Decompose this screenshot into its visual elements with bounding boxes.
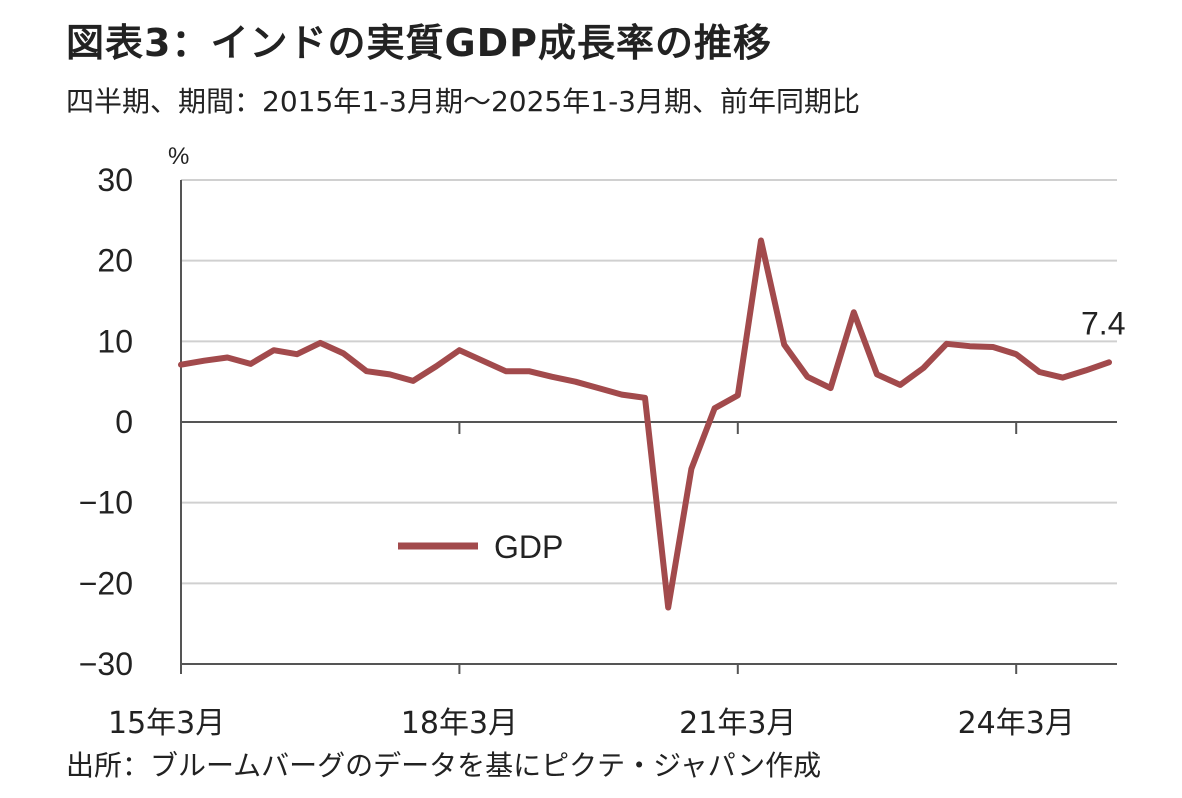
legend: GDP xyxy=(398,529,563,565)
data-point xyxy=(342,352,344,354)
y-tick-label: 0 xyxy=(115,404,133,440)
data-point xyxy=(203,360,205,362)
data-point xyxy=(412,380,414,382)
y-tick-label: −10 xyxy=(79,485,133,521)
data-point xyxy=(830,387,832,389)
data-point xyxy=(667,607,669,609)
y-tick-label: 20 xyxy=(97,243,133,279)
y-tick-label: 30 xyxy=(97,162,133,198)
data-point xyxy=(226,356,228,358)
data-point xyxy=(760,240,762,241)
data-point xyxy=(806,376,808,378)
data-point xyxy=(528,370,530,372)
data-point xyxy=(505,370,507,372)
data-point xyxy=(621,394,623,396)
data-point xyxy=(853,311,855,313)
data-point xyxy=(482,360,484,362)
x-tick-label: 21年3月 xyxy=(679,706,796,741)
chart-subtitle: 四半期、期間：2015年1-3月期～2025年1-3月期、前年同期比 xyxy=(66,85,860,118)
source-note: 出所：ブルームバーグのデータを基にピクテ・ジャパン作成 xyxy=(66,749,822,782)
axes: 30 20 10 0 −10 −20 −30% 15年3月 18年3月 21年3月 24年3月 xyxy=(79,143,1117,741)
data-point xyxy=(992,346,994,348)
data-point xyxy=(714,407,716,409)
data-point xyxy=(737,394,739,396)
y-axis-unit: % xyxy=(168,143,189,170)
y-tick-label: −30 xyxy=(79,646,133,682)
data-point xyxy=(551,376,553,378)
data-point xyxy=(296,353,298,355)
data-point xyxy=(1038,371,1040,373)
x-tick-label: 15年3月 xyxy=(108,706,225,741)
y-tick-label: 10 xyxy=(97,323,133,359)
data-point xyxy=(969,345,971,347)
data-point xyxy=(366,370,368,372)
data-point xyxy=(946,343,948,345)
data-point xyxy=(435,365,437,367)
data-point xyxy=(1062,377,1064,379)
data-point xyxy=(273,349,275,351)
data-point xyxy=(1108,361,1110,363)
data-point xyxy=(250,363,252,365)
data-point xyxy=(644,397,646,399)
data-point xyxy=(458,349,460,351)
chart-title: 図表3：インドの実質GDP成長率の推移 xyxy=(66,21,773,65)
data-point xyxy=(1085,369,1087,371)
labels: 7.4 xyxy=(1081,305,1125,341)
data-point xyxy=(876,373,878,375)
data-point xyxy=(1015,353,1017,355)
x-tick-label: 24年3月 xyxy=(958,706,1075,741)
x-tick-label: 18年3月 xyxy=(401,706,518,741)
y-tick-label: −20 xyxy=(79,565,133,601)
data-point xyxy=(899,384,901,386)
data-point xyxy=(574,381,576,383)
series-line-gdp xyxy=(178,237,1112,611)
series-layer xyxy=(178,237,1112,611)
data-point xyxy=(922,367,924,369)
data-point xyxy=(783,344,785,346)
data-label-latest: 7.4 xyxy=(1081,305,1125,341)
data-point xyxy=(690,468,692,470)
legend-label-gdp: GDP xyxy=(494,529,563,565)
data-point xyxy=(319,342,321,344)
data-point xyxy=(180,364,182,366)
data-point xyxy=(389,373,391,375)
data-point xyxy=(598,387,600,389)
